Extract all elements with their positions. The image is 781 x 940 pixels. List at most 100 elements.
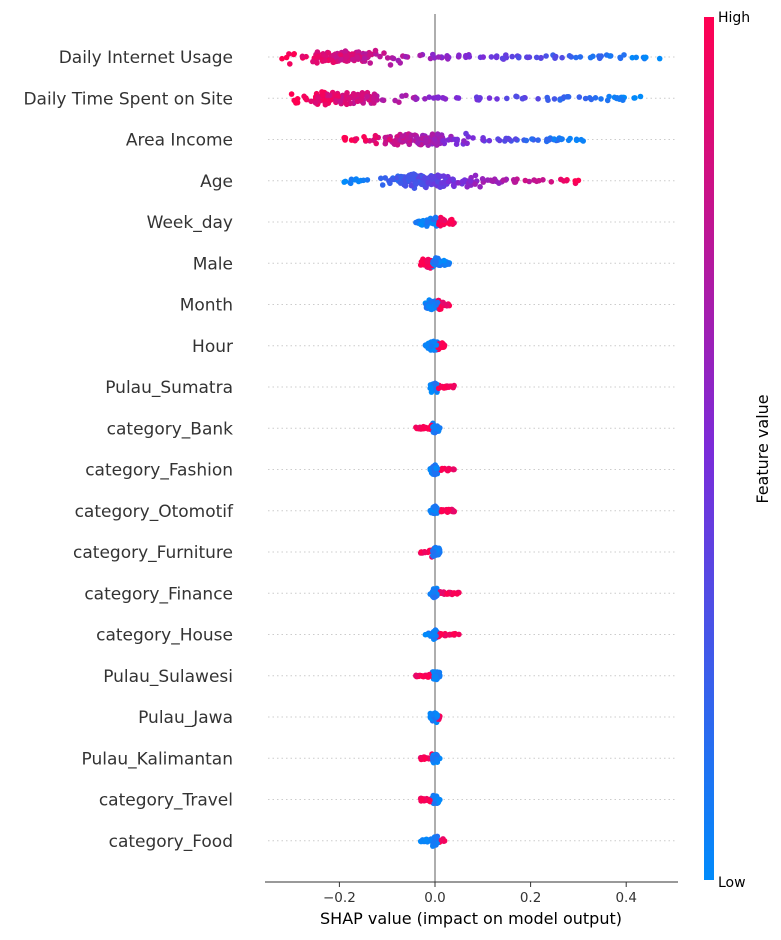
shap-point: [314, 60, 320, 66]
shap-point: [283, 54, 290, 61]
shap-point: [441, 257, 447, 264]
shap-point: [326, 92, 333, 99]
shap-point: [366, 52, 373, 58]
shap-point: [384, 55, 391, 61]
shap-point: [496, 137, 503, 144]
shap-point: [453, 141, 460, 147]
shap-point: [367, 60, 374, 66]
shap-point: [427, 797, 433, 804]
shap-point: [565, 94, 572, 100]
shap-point: [444, 54, 450, 60]
shap-point: [398, 173, 404, 180]
shap-point: [358, 96, 364, 103]
shap-point: [525, 54, 531, 61]
shap-point: [559, 54, 565, 61]
shap-point: [438, 508, 445, 515]
shap-point: [436, 427, 442, 433]
shap-point: [435, 54, 442, 60]
shap-point: [544, 94, 550, 101]
shap-point: [330, 59, 337, 66]
shap-point: [379, 182, 386, 188]
shap-point: [322, 57, 328, 64]
shap-point: [432, 594, 438, 600]
shap-point: [461, 138, 467, 144]
shap-point: [351, 92, 358, 99]
shap-point: [427, 299, 434, 305]
shap-point: [342, 178, 349, 185]
shap-point: [420, 425, 426, 432]
shap-point: [422, 837, 429, 844]
feature-label: Week_day: [147, 213, 233, 233]
shap-point: [572, 178, 578, 184]
shap-point: [294, 99, 301, 106]
shap-point: [557, 97, 563, 103]
feature-label: Pulau_Sulawesi: [103, 667, 233, 687]
shap-point: [472, 181, 478, 187]
shap-point: [442, 96, 449, 102]
shap-point: [288, 91, 295, 97]
shap-point: [433, 465, 439, 472]
shap-point: [444, 590, 450, 597]
shap-point: [314, 94, 321, 100]
shap-point: [529, 136, 535, 142]
shap-point: [522, 177, 529, 184]
shap-point: [455, 95, 462, 101]
shap-point: [476, 97, 482, 103]
shap-point: [434, 131, 441, 137]
shap-point: [390, 55, 397, 62]
x-tick-label: 0.0: [424, 890, 445, 906]
shap-point: [387, 62, 394, 68]
shap-point: [533, 178, 540, 185]
shap-point: [449, 218, 455, 225]
shap-point: [446, 384, 452, 391]
shap-point: [450, 384, 457, 391]
shap-point: [543, 53, 549, 59]
shap-point: [337, 98, 344, 105]
shap-point: [303, 96, 310, 103]
shap-point: [578, 136, 584, 143]
feature-label: Daily Internet Usage: [59, 48, 233, 68]
shap-point: [440, 138, 446, 144]
shap-point: [413, 96, 419, 103]
shap-point: [422, 138, 429, 145]
shap-point: [598, 96, 604, 102]
shap-point: [606, 93, 612, 100]
shap-point: [431, 631, 438, 637]
shap-point: [419, 260, 425, 266]
shap-point: [620, 97, 626, 103]
shap-point: [370, 95, 377, 102]
feature-label: category_Fashion: [85, 461, 233, 481]
shap-point: [279, 55, 285, 62]
shap-point: [322, 101, 329, 108]
shap-point: [434, 299, 441, 306]
shap-point: [388, 177, 395, 183]
shap-point: [633, 54, 639, 61]
shap-point: [504, 95, 510, 102]
shap-point: [513, 93, 519, 100]
feature-label: Area Income: [126, 131, 233, 151]
shap-point: [431, 504, 438, 511]
shap-point: [523, 137, 530, 144]
shap-point: [445, 507, 452, 513]
shap-point: [576, 94, 583, 100]
shap-point: [415, 140, 421, 146]
shap-point: [573, 136, 580, 143]
shap-point: [430, 338, 437, 345]
shap-point: [372, 132, 379, 139]
shap-point: [382, 175, 389, 181]
shap-point: [408, 132, 415, 139]
shap-point: [435, 385, 442, 392]
shap-point: [509, 53, 515, 60]
shap-point: [391, 139, 398, 145]
shap-point: [436, 221, 442, 228]
shap-point: [342, 135, 349, 141]
shap-point: [426, 94, 433, 100]
shap-point: [402, 53, 409, 60]
shap-point: [440, 344, 447, 351]
shap-point: [299, 53, 306, 60]
shap-point: [419, 797, 425, 803]
shap-point: [425, 179, 431, 186]
feature-label: category_Travel: [99, 791, 233, 811]
shap-point: [431, 589, 437, 596]
